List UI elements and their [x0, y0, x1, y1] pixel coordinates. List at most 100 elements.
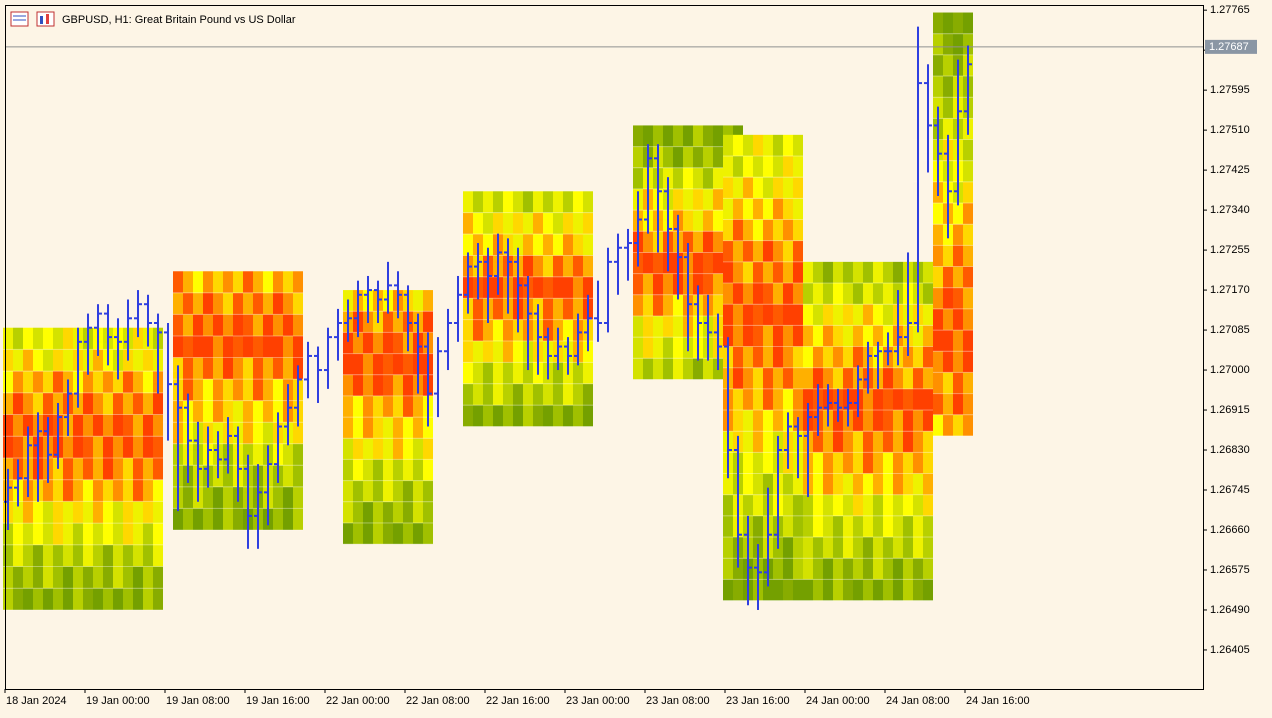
- profile-cell: [793, 240, 803, 262]
- profile-cell: [883, 261, 893, 284]
- profile-cell: [523, 362, 533, 384]
- profile-cell: [543, 298, 553, 320]
- profile-cell: [43, 371, 53, 393]
- icon[interactable]: [10, 11, 29, 27]
- profile-cell: [763, 410, 773, 432]
- profile-cell: [83, 566, 93, 589]
- profile-cell: [393, 522, 403, 545]
- profile-cell: [753, 134, 763, 157]
- profile-cell: [143, 588, 153, 610]
- profile-cell: [843, 325, 853, 347]
- profile-cell: [783, 261, 793, 284]
- profile-cell: [553, 383, 563, 406]
- y-tick-label: 1.27085: [1210, 324, 1250, 336]
- profile-cell: [813, 431, 823, 453]
- profile-cell: [763, 473, 773, 495]
- profile-cell: [13, 392, 23, 415]
- profile-cell: [823, 346, 833, 368]
- profile-cell: [253, 400, 263, 423]
- profile-cell: [793, 558, 803, 580]
- profile-cell: [213, 400, 223, 423]
- profile-cell: [13, 327, 23, 350]
- profile-cell: [143, 392, 153, 415]
- profile-cell: [143, 414, 153, 437]
- profile-cell: [783, 240, 793, 262]
- profile-cell: [743, 134, 753, 157]
- profile-cell: [233, 314, 243, 336]
- icon[interactable]: [36, 11, 55, 27]
- profile-cell: [803, 579, 813, 601]
- profile-cell: [923, 558, 933, 580]
- profile-cell: [493, 298, 503, 320]
- profile-cell: [933, 76, 943, 98]
- profile-cell: [53, 349, 63, 372]
- profile-cell: [803, 515, 813, 538]
- profile-cell: [353, 459, 363, 481]
- profile-cell: [343, 459, 353, 481]
- profile-cell: [513, 362, 523, 384]
- x-tick-label: 22 Jan 16:00: [486, 695, 550, 707]
- profile-cell: [913, 346, 923, 368]
- profile-cell: [933, 224, 943, 246]
- profile-cell: [293, 508, 303, 530]
- profile-cell: [793, 134, 803, 157]
- profile-cell: [53, 479, 63, 502]
- profile-cell: [753, 388, 763, 411]
- profile-cell: [763, 431, 773, 453]
- profile-cell: [153, 457, 163, 480]
- profile-cell: [793, 346, 803, 368]
- profile-cell: [123, 392, 133, 415]
- profile-cell: [23, 371, 33, 393]
- profile-cell: [463, 405, 473, 427]
- profile-cell: [673, 337, 683, 359]
- profile-cell: [253, 443, 263, 466]
- profile-cell: [533, 276, 543, 299]
- profile-cell: [873, 473, 883, 495]
- profile-cell: [693, 358, 703, 380]
- profile-cell: [853, 325, 863, 347]
- profile-cell: [663, 125, 673, 147]
- profile-cell: [873, 515, 883, 538]
- profile-cell: [513, 191, 523, 213]
- profile-cell: [783, 537, 793, 559]
- profile-cell: [693, 252, 703, 274]
- profile-cell: [923, 579, 933, 601]
- profile-cell: [113, 501, 123, 524]
- profile-cell: [963, 33, 973, 55]
- profile-cell: [783, 388, 793, 411]
- profile-cell: [173, 508, 183, 530]
- x-tick-label: 24 Jan 16:00: [966, 695, 1030, 707]
- profile-cell: [123, 479, 133, 502]
- profile-cell: [943, 76, 953, 98]
- profile-cell: [643, 125, 653, 147]
- profile-cell: [913, 410, 923, 432]
- profile-cell: [523, 255, 533, 277]
- profile-cell: [53, 523, 63, 545]
- profile-cell: [263, 422, 273, 444]
- profile-cell: [373, 332, 383, 354]
- profile-cell: [903, 473, 913, 495]
- profile-cell: [823, 431, 833, 453]
- profile-cell: [573, 362, 583, 384]
- profile-cell: [183, 292, 193, 315]
- profile-cell: [83, 501, 93, 524]
- profile-cell: [713, 167, 723, 189]
- profile-cell: [463, 191, 473, 213]
- profile-cell: [553, 234, 563, 256]
- profile-cell: [943, 12, 953, 34]
- y-tick-label: 1.27170: [1210, 284, 1250, 296]
- profile-cell: [203, 400, 213, 423]
- profile-cell: [743, 177, 753, 199]
- profile-cell: [13, 349, 23, 372]
- profile-cell: [343, 374, 353, 396]
- profile-cell: [923, 325, 933, 347]
- profile-cell: [223, 314, 233, 336]
- profile-cell: [943, 33, 953, 55]
- profile-cell: [933, 308, 943, 331]
- profile-cell: [573, 276, 583, 299]
- profile-cell: [773, 156, 783, 178]
- profile-cell: [73, 588, 83, 610]
- profile-cell: [103, 588, 113, 610]
- profile-cell: [573, 191, 583, 213]
- profile-cell: [703, 167, 713, 189]
